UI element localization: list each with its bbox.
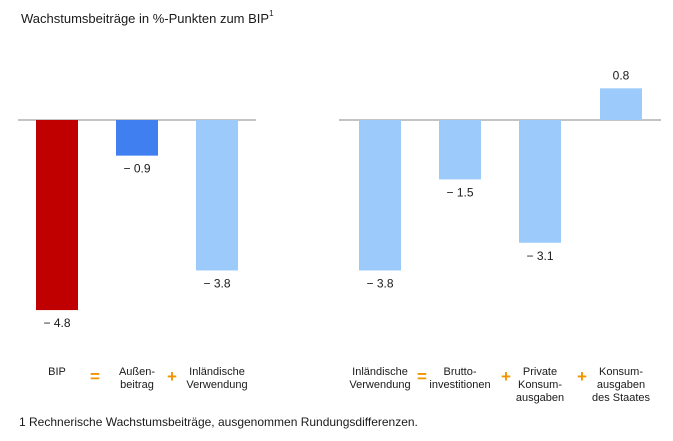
- bar-1-3: [196, 120, 238, 271]
- bar-2-3: [519, 120, 561, 243]
- value-label-1-2: − 0.9: [123, 162, 150, 176]
- footnote: 1 Rechnerische Wachstumsbeiträge, ausgen…: [19, 415, 418, 429]
- value-label-1-3: − 3.8: [203, 276, 230, 290]
- value-label-2-2: − 1.5: [446, 185, 473, 199]
- bar-2-4: [600, 88, 642, 120]
- equals-operator-1-1: =: [90, 367, 100, 386]
- category-label-2-3: Private Konsum-ausgaben: [515, 366, 565, 404]
- category-label-2-1: Inländische Verwendung: [349, 366, 411, 391]
- value-label-2-1: − 3.8: [366, 276, 393, 290]
- category-label-1-3: Inländische Verwendung: [186, 366, 248, 391]
- plus-operator-2-3: +: [577, 367, 587, 386]
- title-footnote-marker: 1: [269, 9, 274, 18]
- bar-1-2: [116, 120, 158, 156]
- value-label-1-1: − 4.8: [43, 316, 70, 330]
- bar-2-2: [439, 120, 481, 180]
- bar-1-1: [36, 120, 78, 311]
- value-label-2-3: − 3.1: [526, 249, 553, 263]
- category-label-1-1: BIP: [48, 366, 66, 378]
- chart-title: Wachstumsbeiträge in %-Punkten zum BIP1: [21, 9, 274, 26]
- plus-operator-1-2: +: [167, 367, 177, 386]
- value-label-2-4: 0.8: [613, 68, 630, 82]
- bar-2-1: [359, 120, 401, 271]
- category-label-2-4: Konsum-ausgaben des Staates: [591, 366, 651, 404]
- category-label-2-2: Brutto-investitionen: [429, 366, 491, 391]
- plus-operator-2-2: +: [501, 367, 511, 386]
- category-label-1-2: Außen-beitrag: [118, 366, 156, 391]
- equals-operator-2-1: =: [417, 367, 427, 386]
